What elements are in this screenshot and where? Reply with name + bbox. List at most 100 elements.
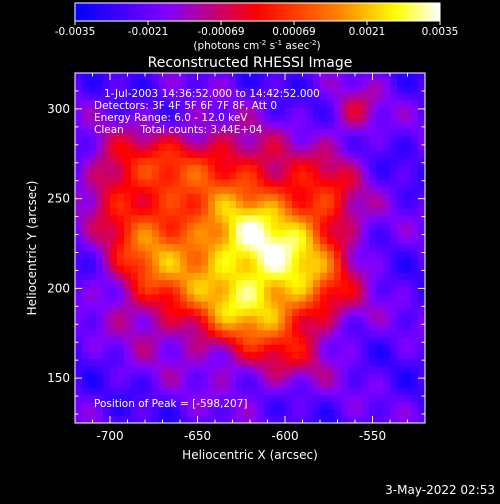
heatmap-cell: [369, 92, 377, 101]
heatmap-cell: [348, 236, 356, 245]
heatmap-cell: [138, 157, 146, 166]
heatmap-cell: [229, 85, 237, 94]
heatmap-cell: [299, 286, 307, 295]
heatmap-cell: [271, 250, 279, 259]
heatmap-cell: [229, 358, 237, 367]
heatmap-cell: [131, 358, 139, 367]
heatmap-cell: [124, 387, 132, 395]
heatmap-cell: [166, 92, 174, 101]
heatmap-cell: [334, 286, 342, 295]
heatmap-cell: [243, 379, 251, 388]
heatmap-cell: [397, 401, 405, 410]
heatmap-cell: [362, 92, 370, 101]
heatmap-cell: [138, 257, 146, 266]
heatmap-cell: [348, 408, 356, 417]
heatmap-cell: [250, 408, 258, 417]
heatmap-cell: [250, 121, 258, 130]
heatmap-cell: [103, 171, 111, 180]
heatmap-cell: [320, 300, 328, 309]
heatmap-cell: [257, 379, 265, 388]
heatmap-cell: [306, 150, 314, 158]
heatmap-cell: [75, 164, 83, 173]
heatmap-cell: [383, 308, 391, 316]
heatmap-cell: [201, 300, 209, 309]
heatmap-cell: [313, 143, 321, 151]
heatmap-cell: [201, 85, 209, 94]
heatmap-cell: [89, 415, 97, 423]
heatmap-cell: [173, 164, 181, 173]
heatmap-cell: [257, 293, 265, 302]
heatmap-cell: [96, 308, 104, 316]
heatmap-cell: [117, 207, 125, 216]
heatmap-cell: [82, 365, 90, 374]
heatmap-cell: [355, 114, 363, 123]
heatmap-cell: [215, 257, 223, 266]
heatmap-cell: [194, 214, 202, 223]
heatmap-cell: [278, 293, 286, 302]
heatmap-cell: [264, 150, 272, 158]
heatmap-cell: [397, 73, 405, 79]
heatmap-cell: [376, 351, 384, 359]
heatmap-cell: [131, 200, 139, 209]
heatmap-cell: [229, 135, 237, 144]
heatmap-cell: [418, 365, 425, 374]
heatmap-cell: [89, 286, 97, 295]
heatmap-cell: [152, 322, 160, 331]
heatmap-cell: [285, 164, 293, 173]
heatmap-cell: [131, 150, 139, 158]
heatmap-cell: [236, 229, 244, 237]
heatmap-cell: [194, 85, 202, 94]
heatmap-cell: [138, 99, 146, 108]
heatmap-cell: [250, 394, 258, 403]
heatmap-cell: [390, 286, 398, 295]
heatmap-cell: [222, 121, 230, 130]
heatmap-cell: [173, 186, 181, 194]
heatmap-cell: [201, 171, 209, 180]
heatmap-cell: [376, 336, 384, 345]
heatmap-cell: [348, 85, 356, 94]
heatmap-cell: [201, 279, 209, 288]
heatmap-cell: [236, 221, 244, 230]
heatmap-cell: [229, 92, 237, 101]
heatmap-cell: [404, 365, 412, 374]
heatmap-cell: [341, 164, 349, 173]
heatmap-cell: [110, 221, 118, 230]
heatmap-cell: [334, 344, 342, 352]
heatmap-cell: [166, 186, 174, 194]
heatmap-cell: [320, 265, 328, 273]
heatmap-cell: [355, 322, 363, 331]
heatmap-cell: [89, 365, 97, 374]
heatmap-cell: [208, 379, 216, 388]
heatmap-cell: [89, 171, 97, 180]
heatmap-cell: [327, 279, 335, 288]
y-tick-label: 250: [47, 192, 70, 206]
heatmap-cell: [152, 193, 160, 202]
heatmap-cell: [103, 135, 111, 144]
heatmap-cell: [348, 92, 356, 101]
heatmap-cell: [201, 178, 209, 187]
heatmap-cell: [404, 336, 412, 345]
heatmap-cell: [152, 229, 160, 237]
heatmap-cell: [145, 214, 153, 223]
heatmap-cell: [243, 171, 251, 180]
heatmap-cell: [250, 178, 258, 187]
heatmap-cell: [229, 329, 237, 338]
heatmap-cell: [404, 322, 412, 331]
heatmap-cell: [180, 358, 188, 367]
heatmap-cell: [82, 92, 90, 101]
heatmap-cell: [103, 286, 111, 295]
heatmap-cell: [180, 243, 188, 252]
heatmap-cell: [397, 293, 405, 302]
heatmap-cell: [103, 200, 111, 209]
heatmap-cell: [404, 99, 412, 108]
heatmap-cell: [173, 229, 181, 237]
heatmap-cell: [103, 128, 111, 137]
heatmap-cell: [250, 250, 258, 259]
heatmap-cell: [152, 186, 160, 194]
heatmap-cell: [306, 243, 314, 252]
heatmap-cell: [180, 78, 188, 87]
heatmap-cell: [194, 236, 202, 245]
heatmap-cell: [320, 365, 328, 374]
heatmap-cell: [306, 351, 314, 359]
heatmap-cell: [313, 99, 321, 108]
